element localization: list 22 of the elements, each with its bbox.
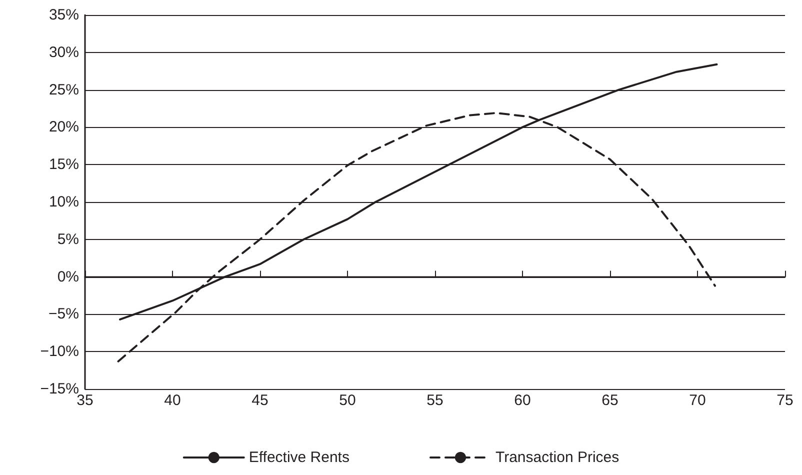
x-tick-label: 60 <box>514 392 531 409</box>
y-tick-label: −10% <box>40 343 79 360</box>
x-tick-label: 40 <box>164 392 181 409</box>
legend-label: Transaction Prices <box>495 449 620 466</box>
y-tick-label: 0% <box>57 268 79 286</box>
x-tick-label: 55 <box>426 392 444 409</box>
y-tick-label: 5% <box>57 230 79 248</box>
x-tick-label: 35 <box>76 392 94 409</box>
x-tick-label: 65 <box>602 392 618 409</box>
x-tick-label: 45 <box>252 392 268 409</box>
y-tick-label: −15% <box>40 380 79 398</box>
y-tick-label: 30% <box>48 44 79 61</box>
x-tick-label: 75 <box>776 392 794 409</box>
y-tick-label: 25% <box>48 81 79 98</box>
y-tick-label: 10% <box>48 194 79 210</box>
y-tick-label: −5% <box>48 306 79 323</box>
x-tick-label: 70 <box>689 392 706 409</box>
y-tick-label: 15% <box>48 156 79 174</box>
legend-label: Effective Rents <box>248 449 350 466</box>
y-tick-label: 35% <box>48 6 79 24</box>
y-tick-label: 20% <box>48 118 79 136</box>
x-tick-label: 50 <box>339 392 356 409</box>
